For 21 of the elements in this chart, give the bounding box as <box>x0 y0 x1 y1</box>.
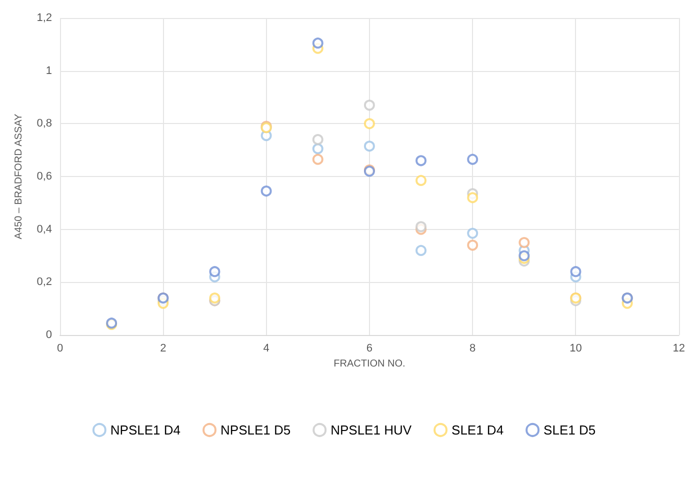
x-axis-title: FRACTION NO. <box>334 358 406 370</box>
x-tick-label: 12 <box>672 342 686 354</box>
legend-label: SLE1 D5 <box>544 422 596 438</box>
y-tick-label: 1 <box>46 64 52 77</box>
x-tick-label: 0 <box>56 342 64 354</box>
y-tick-label: 1,2 <box>36 12 52 24</box>
legend-label: NPSLE1 D5 <box>220 422 291 438</box>
y-axis-title: A450 – BRADFORD ASSAY <box>14 113 24 240</box>
y-tick-label: 0,6 <box>36 170 52 182</box>
y-tick-label: 0,4 <box>36 223 52 236</box>
y-tick-label: 0,2 <box>36 276 52 288</box>
x-tick-label: 2 <box>160 342 166 354</box>
x-tick-label: 10 <box>570 342 582 354</box>
x-tick-label: 4 <box>263 342 270 354</box>
legend-label: SLE1 D4 <box>452 422 504 438</box>
y-tick-label: 0 <box>46 329 52 341</box>
x-tick-label: 8 <box>470 342 476 354</box>
legend-label: NPSLE1 D4 <box>110 422 181 438</box>
y-tick-label: 0,8 <box>36 118 52 130</box>
x-tick-label: 6 <box>366 342 373 354</box>
legend-label: NPSLE1 HUV <box>330 422 412 438</box>
